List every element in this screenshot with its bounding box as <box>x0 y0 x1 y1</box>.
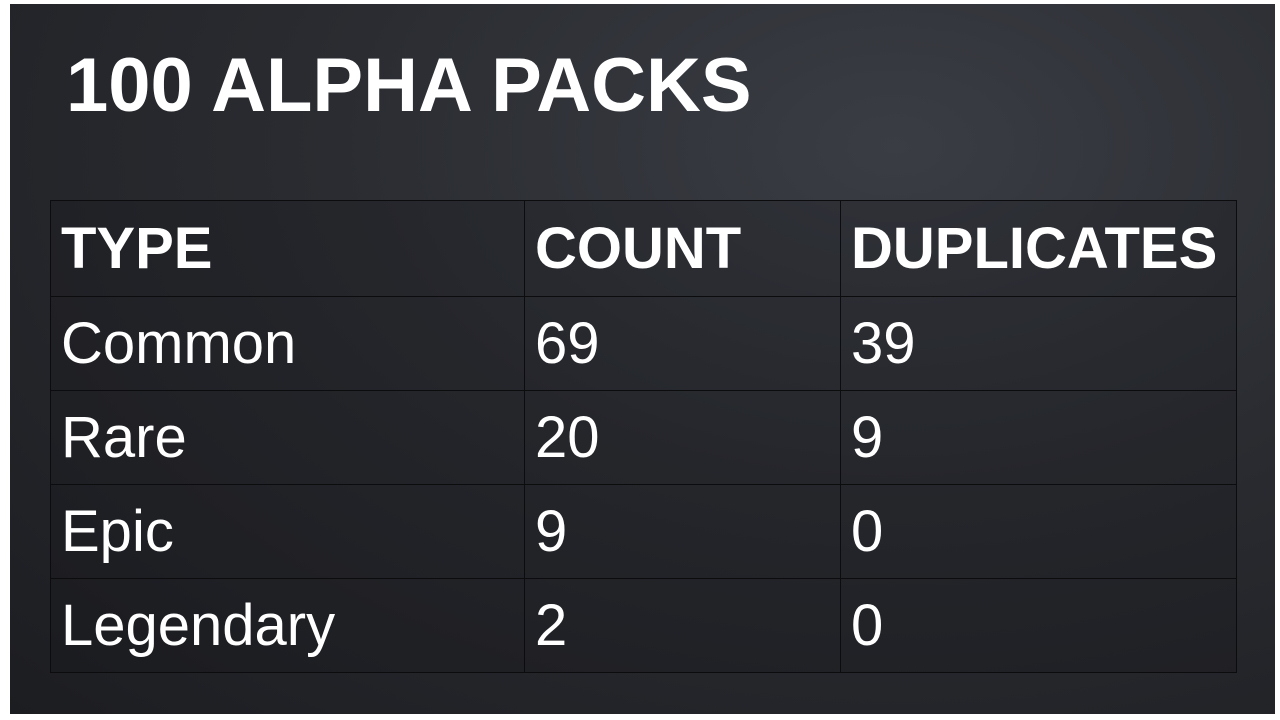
cell-duplicates: 39 <box>840 296 1237 391</box>
table-row: Legendary 2 0 <box>50 578 1237 673</box>
cell-duplicates: 9 <box>840 390 1237 485</box>
column-header-duplicates: DUPLICATES <box>840 200 1237 297</box>
cell-count: 9 <box>524 484 841 579</box>
cell-duplicates: 0 <box>840 578 1237 673</box>
column-header-type: TYPE <box>50 200 525 297</box>
table-row: Epic 9 0 <box>50 484 1237 579</box>
cell-duplicates: 0 <box>840 484 1237 579</box>
cell-type: Common <box>50 296 525 391</box>
cell-type: Epic <box>50 484 525 579</box>
table-row: Rare 20 9 <box>50 390 1237 485</box>
pack-stats-table: TYPE COUNT DUPLICATES Common 69 39 Rare … <box>50 200 1237 673</box>
slide: 100 ALPHA PACKS TYPE COUNT DUPLICATES Co… <box>10 4 1275 714</box>
cell-count: 2 <box>524 578 841 673</box>
cell-count: 20 <box>524 390 841 485</box>
cell-count: 69 <box>524 296 841 391</box>
cell-type: Legendary <box>50 578 525 673</box>
cell-type: Rare <box>50 390 525 485</box>
page-title: 100 ALPHA PACKS <box>66 43 752 128</box>
column-header-count: COUNT <box>524 200 841 297</box>
table-row: Common 69 39 <box>50 296 1237 391</box>
table-header-row: TYPE COUNT DUPLICATES <box>50 200 1237 297</box>
